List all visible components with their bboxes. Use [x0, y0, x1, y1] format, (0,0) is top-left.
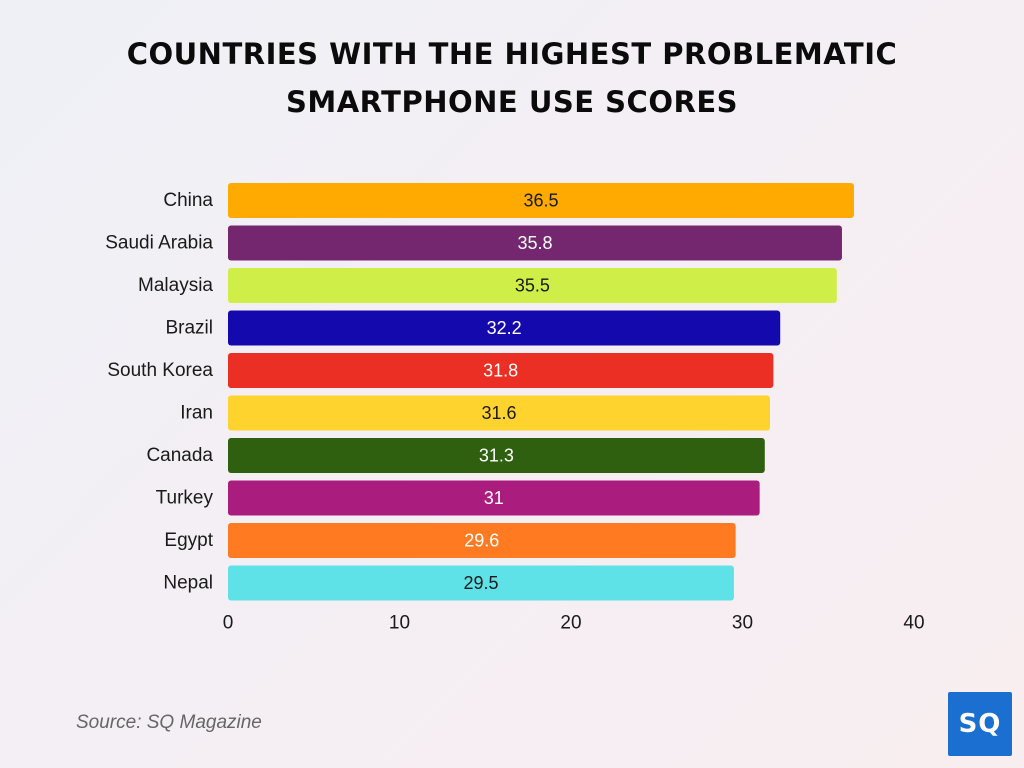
- value-label: 31: [484, 488, 504, 508]
- bar-saudi-arabia: [228, 225, 842, 261]
- chart-title-line-2: SMARTPHONE USE SCORES: [285, 85, 739, 119]
- bar-malaysia: [228, 268, 837, 303]
- bar-egypt: [228, 523, 736, 558]
- category-label: Turkey: [156, 488, 214, 509]
- value-label: 31.8: [483, 361, 518, 381]
- category-label: Brazil: [165, 318, 213, 339]
- value-label: 35.8: [517, 233, 552, 253]
- category-label: Canada: [146, 445, 213, 466]
- bar-south-korea: [228, 353, 774, 388]
- category-label: Egypt: [164, 530, 213, 551]
- category-label: South Korea: [107, 360, 213, 381]
- category-label: Malaysia: [138, 275, 213, 296]
- x-tick-label: 30: [732, 613, 753, 634]
- value-label: 32.2: [487, 318, 522, 338]
- x-tick-label: 0: [223, 613, 234, 634]
- category-label: Iran: [180, 403, 213, 424]
- category-label: China: [163, 190, 213, 211]
- bar-turkey: [228, 480, 760, 516]
- bar-china: [228, 183, 854, 218]
- value-label: 31.3: [479, 446, 514, 466]
- bar-iran: [228, 395, 770, 431]
- value-label: 29.5: [463, 573, 498, 593]
- chart-title-line-1: COUNTRIES WITH THE HIGHEST PROBLEMATIC: [126, 37, 898, 71]
- value-label: 36.5: [523, 191, 558, 211]
- category-label: Nepal: [163, 573, 213, 594]
- source-note: Source: SQ Magazine: [76, 712, 262, 733]
- x-tick-label: 20: [560, 613, 581, 634]
- bar-brazil: [228, 310, 781, 346]
- category-label: Saudi Arabia: [105, 233, 213, 254]
- x-tick-label: 10: [389, 613, 410, 634]
- bar-nepal: [228, 565, 734, 601]
- value-label: 35.5: [515, 276, 550, 296]
- sq-logo: SQ: [948, 692, 1012, 756]
- logo-text: SQ: [958, 709, 1002, 739]
- bar-chart: China 36.5 Saudi Arabia 35.8 Malaysia 35.5 Bra…: [105, 183, 925, 634]
- value-label: 29.6: [464, 531, 499, 551]
- chart-title: COUNTRIES WITH THE HIGHEST PROBLEMATIC S…: [0, 30, 1024, 126]
- x-tick-label: 40: [903, 613, 924, 634]
- bar-canada: [228, 438, 765, 473]
- value-label: 31.6: [481, 403, 516, 423]
